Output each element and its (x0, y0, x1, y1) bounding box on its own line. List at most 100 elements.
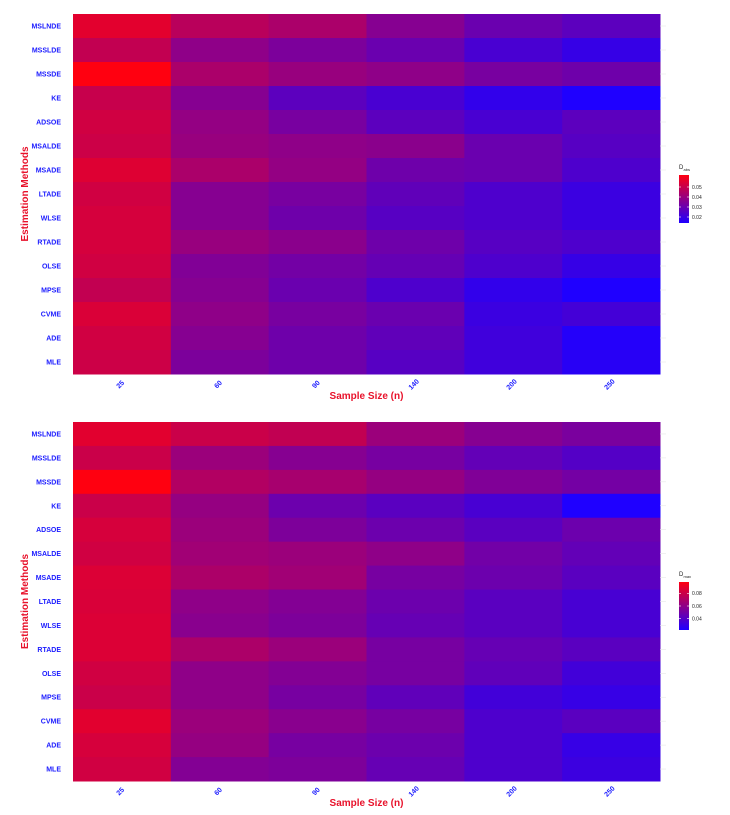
heatmap-cell (366, 637, 465, 662)
heatmap-cell (366, 541, 465, 567)
heatmap-cell (562, 350, 661, 375)
x-tick-label: 90 (311, 380, 322, 391)
y-tick-label: MPSE (41, 288, 61, 295)
heatmap-cell (73, 302, 172, 327)
heatmap-cell (562, 661, 661, 686)
heatmap-cell (366, 493, 465, 519)
y-tick-label: MSALDE (31, 144, 61, 151)
heatmap-cell (562, 230, 661, 255)
heatmap-cell (170, 422, 270, 447)
y-tick-label: OLSE (42, 671, 61, 678)
heatmap-cell (268, 733, 367, 758)
y-tick-label: ADE (46, 743, 61, 750)
y-tick-label: CVME (41, 719, 62, 726)
heatmap-cell (366, 278, 465, 303)
legend-tick-label: 0.02 (692, 215, 702, 221)
heatmap-cell (464, 613, 563, 638)
heatmap-cell (170, 110, 270, 135)
heatmap-cell (170, 134, 270, 159)
heatmap-cell (73, 517, 172, 543)
y-tick-label: MLE (46, 767, 61, 774)
heatmap-panel-1: MSLNDE MSSLDE MSSDE KE ADSOE MSALDE MSADE LTADE… (20, 14, 702, 402)
heatmap-cell (73, 685, 172, 710)
legend-subscript: abs (684, 167, 690, 172)
heatmap-cell (464, 158, 563, 183)
heatmap-cell (562, 422, 661, 447)
heatmap-cell (73, 613, 172, 638)
x-tick-label: 60 (213, 787, 224, 798)
heatmap-cell (73, 86, 172, 111)
heatmap-cell (562, 541, 661, 567)
heatmap-cell (366, 733, 465, 758)
y-tick-label: RTADE (37, 240, 61, 247)
x-tick-label: 60 (213, 380, 224, 391)
heatmap-cell (464, 757, 563, 782)
heatmap-cell (464, 469, 563, 495)
heatmap-cell (170, 589, 270, 614)
heatmap-cell (170, 302, 270, 327)
legend-title: D (679, 165, 684, 171)
x-tick-label: 140 (408, 378, 421, 391)
heatmap-cell (73, 637, 172, 662)
heatmap-cell (366, 158, 465, 183)
y-tick-label: ADSOE (36, 120, 61, 127)
y-tick-label: MLE (46, 360, 61, 367)
heatmap-cell (73, 254, 172, 279)
heatmap-cell (268, 685, 367, 710)
heatmap-cell (366, 350, 465, 375)
heatmap-cell (268, 134, 367, 159)
heatmap-cell (562, 326, 661, 351)
heatmap-cell (366, 302, 465, 327)
heatmap-cell (170, 709, 270, 734)
heatmap-cell (170, 206, 270, 231)
heatmap-cell (73, 757, 172, 782)
heatmap-cell (562, 469, 661, 495)
heatmap-cell (464, 302, 563, 327)
heatmap-cell (464, 38, 563, 63)
y-tick-label: MSSDE (36, 72, 61, 79)
y-tick-label: LTADE (39, 599, 62, 606)
heatmap-cell (366, 206, 465, 231)
heatmap-cell (73, 206, 172, 231)
heatmap-cell (562, 38, 661, 63)
x-tick-label: 25 (116, 787, 127, 798)
heatmap-cell (464, 86, 563, 111)
heatmap-cell (464, 637, 563, 662)
heatmap-cell (464, 134, 563, 159)
heatmap-cell (464, 661, 563, 686)
heatmap-cell (73, 110, 172, 135)
heatmap-cell (268, 62, 367, 87)
y-tick-label: MSLNDE (31, 431, 61, 438)
heatmap-cell (464, 493, 563, 519)
heatmap-cell (562, 302, 661, 327)
x-tick-label: 25 (116, 380, 127, 391)
legend-subscript: max (684, 574, 692, 579)
heatmap-cell (73, 182, 172, 207)
heatmap-cell (73, 493, 172, 519)
heatmap-cell (268, 278, 367, 303)
heatmap-cell (268, 206, 367, 231)
heatmap-cell (562, 182, 661, 207)
heatmap-cell (268, 14, 367, 39)
heatmap-cell (73, 350, 172, 375)
heatmap-cell (268, 541, 367, 567)
x-tick-label: 250 (603, 785, 616, 798)
heatmap-cell (268, 661, 367, 686)
heatmap-cell (464, 589, 563, 614)
heatmap-cell (464, 565, 563, 591)
legend-tick-label: 0.05 (692, 185, 702, 191)
heatmap-cell (366, 613, 465, 638)
heatmap-cell (562, 206, 661, 231)
heatmap-cell (562, 158, 661, 183)
heatmap-cell (366, 62, 465, 87)
heatmap-cell (562, 733, 661, 758)
heatmap-cell (562, 62, 661, 87)
heatmap-cell (366, 134, 465, 159)
heatmap-cell (562, 685, 661, 710)
y-tick-label: MSSLDE (32, 48, 62, 55)
heatmap-cell (464, 254, 563, 279)
heatmap-cell (366, 469, 465, 495)
heatmap-cell (464, 230, 563, 255)
x-axis-title: Sample Size (n) (330, 798, 404, 809)
heatmap-cell (464, 709, 563, 734)
